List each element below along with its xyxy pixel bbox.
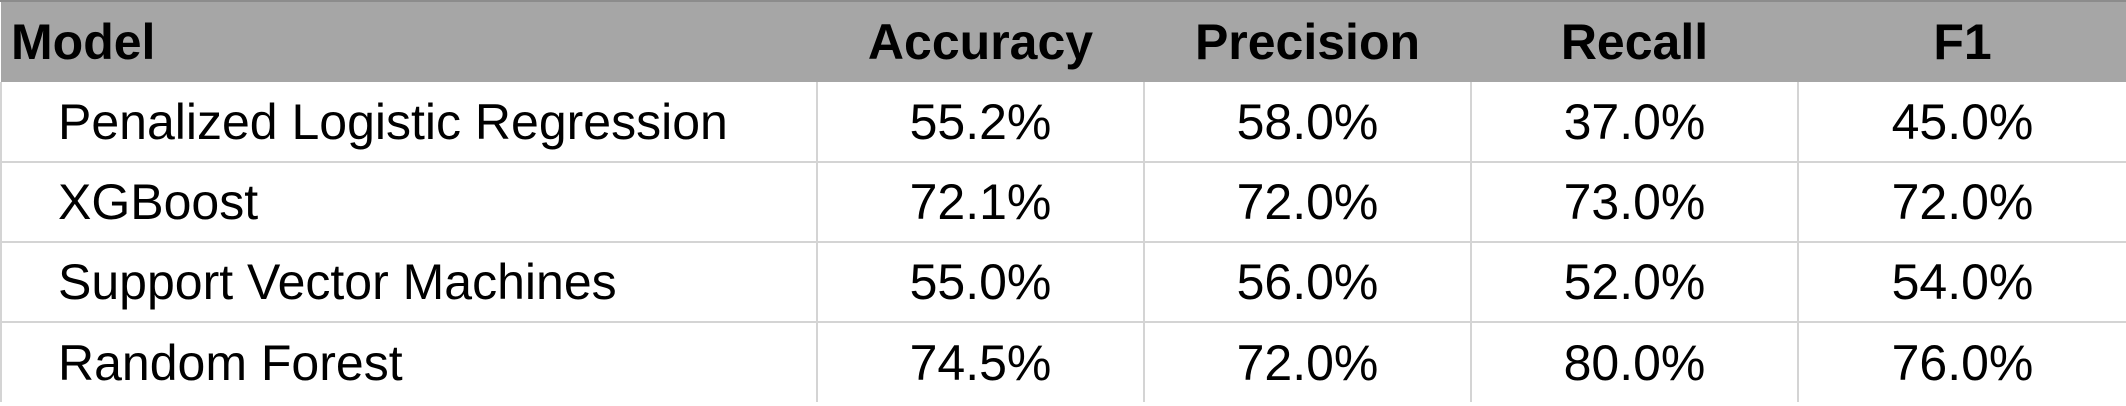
table-row: XGBoost 72.1% 72.0% 73.0% 72.0% bbox=[0, 162, 2126, 243]
accuracy-cell: 55.2% bbox=[817, 82, 1145, 163]
header-f1: F1 bbox=[1933, 14, 1992, 70]
f1-cell: 54.0% bbox=[1798, 242, 2126, 323]
table-row: Random Forest 74.5% 72.0% 80.0% 76.0% bbox=[0, 322, 2126, 402]
recall-cell: 80.0% bbox=[1471, 322, 1799, 402]
recall-cell: 37.0% bbox=[1471, 82, 1799, 163]
precision-cell: 72.0% bbox=[1144, 322, 1472, 402]
precision-cell: 58.0% bbox=[1144, 82, 1472, 163]
header-precision: Precision bbox=[1194, 14, 1421, 70]
model-name-cell: Support Vector Machines bbox=[0, 242, 818, 323]
header-accuracy: Accuracy bbox=[867, 14, 1094, 70]
accuracy-cell: 72.1% bbox=[817, 162, 1145, 243]
f1-cell: 45.0% bbox=[1798, 82, 2126, 163]
header-recall: Recall bbox=[1560, 14, 1709, 70]
header-row: Model Accuracy Precision Recall F1 bbox=[1, 2, 2126, 82]
model-name-cell: Penalized Logistic Regression bbox=[0, 82, 818, 163]
recall-cell: 52.0% bbox=[1471, 242, 1799, 323]
f1-cell: 76.0% bbox=[1798, 322, 2126, 402]
model-name-cell: Random Forest bbox=[0, 322, 818, 402]
accuracy-cell: 55.0% bbox=[817, 242, 1145, 323]
header-model: Model bbox=[11, 14, 156, 70]
precision-cell: 72.0% bbox=[1144, 162, 1472, 243]
model-name-cell: XGBoost bbox=[0, 162, 818, 243]
table-row: Support Vector Machines 55.0% 56.0% 52.0… bbox=[0, 242, 2126, 323]
accuracy-cell: 74.5% bbox=[817, 322, 1145, 402]
f1-cell: 72.0% bbox=[1798, 162, 2126, 243]
recall-cell: 73.0% bbox=[1471, 162, 1799, 243]
table-row: Penalized Logistic Regression 55.2% 58.0… bbox=[0, 82, 2126, 163]
precision-cell: 56.0% bbox=[1144, 242, 1472, 323]
